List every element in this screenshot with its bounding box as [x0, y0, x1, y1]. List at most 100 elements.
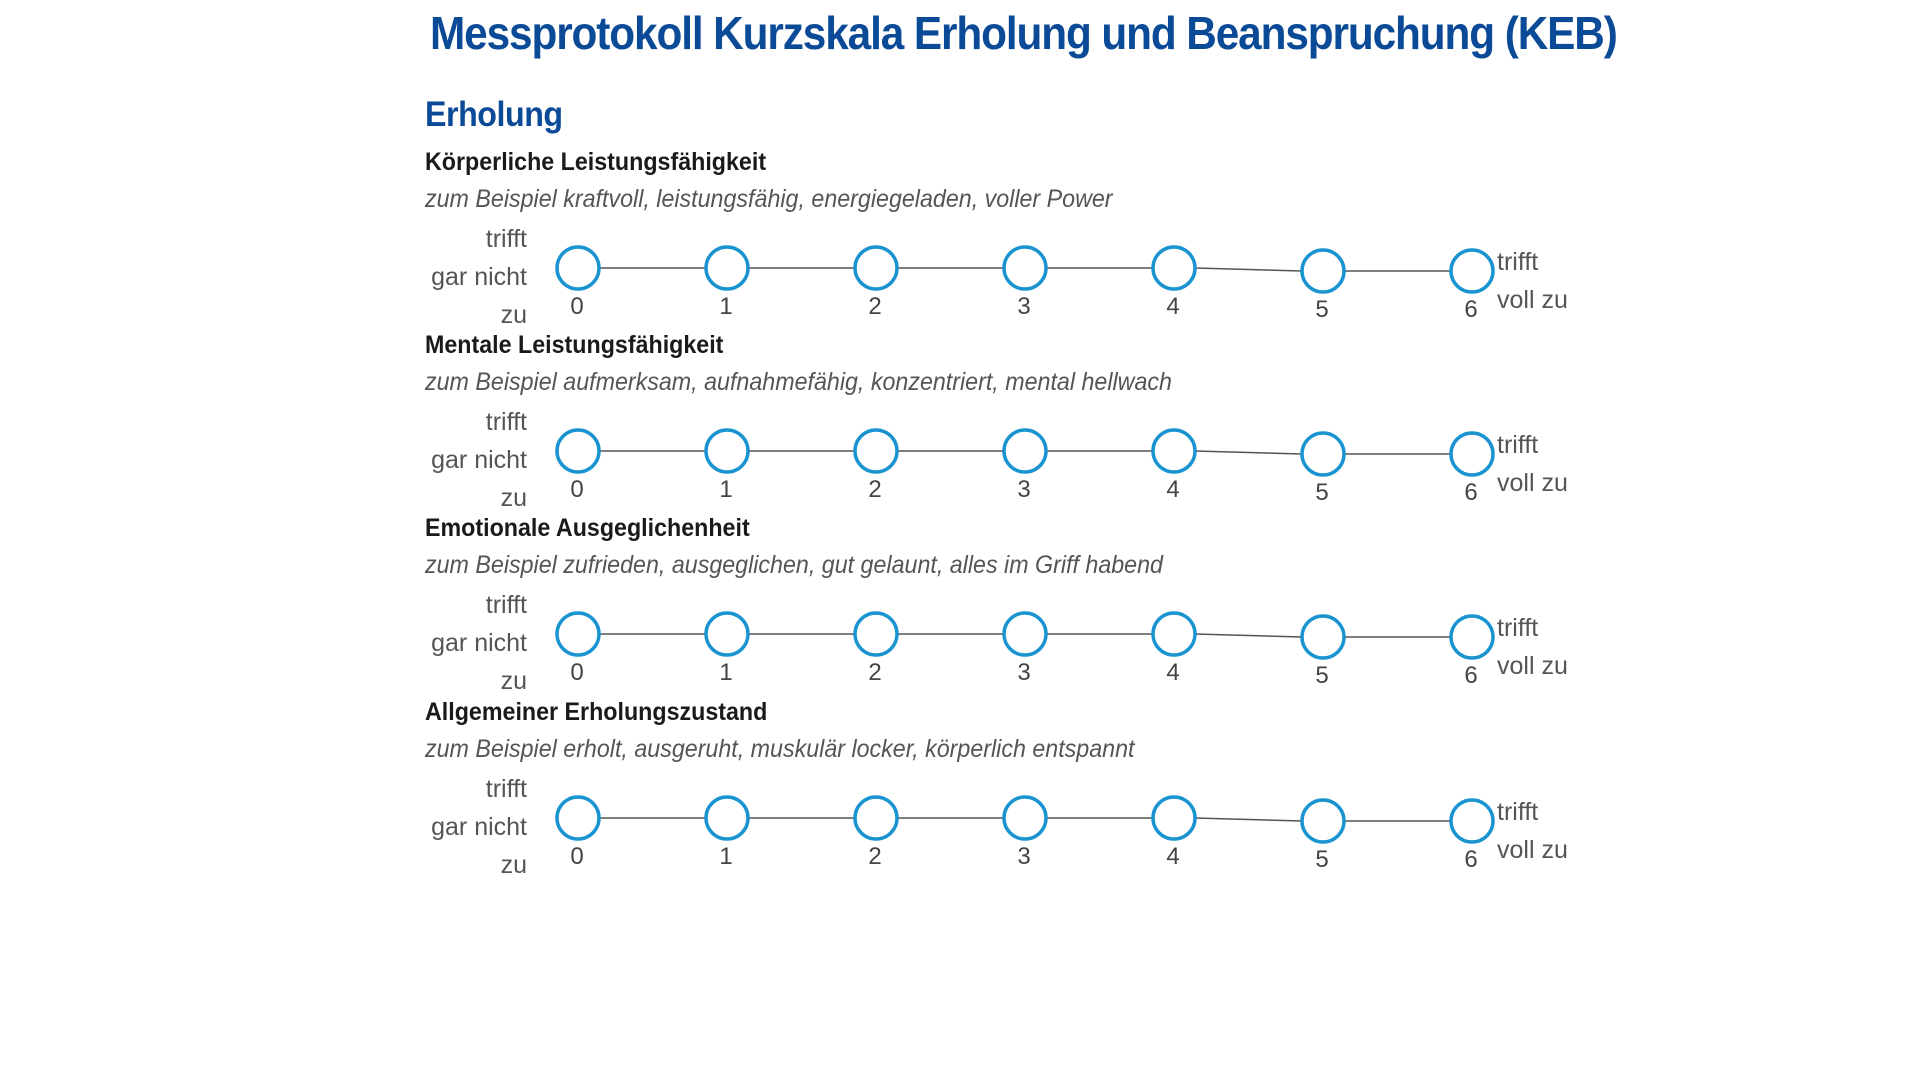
rating-option-1-radio[interactable]	[704, 245, 750, 291]
item-title: Allgemeiner Erholungszustand	[425, 698, 768, 726]
rating-option-label: 5	[1315, 662, 1328, 689]
rating-option-5-radio[interactable]	[1300, 798, 1346, 844]
rating-option-label: 4	[1166, 659, 1179, 686]
rating-option-label: 4	[1166, 476, 1179, 503]
rating-option-label: 6	[1464, 296, 1477, 323]
scale-min-label-line: trifft	[485, 591, 527, 619]
rating-option-label: 0	[570, 293, 583, 320]
rating-option-1-radio[interactable]	[704, 611, 750, 657]
scale-min-label-line: trifft	[485, 408, 527, 436]
scale-max-label: trifft voll zu	[1497, 243, 1568, 319]
scale-min-label-line: trifft	[485, 225, 527, 253]
rating-option-label: 4	[1166, 293, 1179, 320]
rating-option-6-radio[interactable]	[1449, 614, 1495, 660]
rating-option-label: 3	[1017, 293, 1030, 320]
rating-option-label: 3	[1017, 476, 1030, 503]
rating-option-2-radio[interactable]	[853, 245, 899, 291]
section-heading: Erholung	[425, 95, 563, 134]
rating-option-label: 6	[1464, 846, 1477, 873]
scale-max-label-line: voll zu	[1497, 469, 1568, 497]
scale-max-label-line: voll zu	[1497, 652, 1568, 680]
rating-option-label: 1	[719, 659, 732, 686]
rating-scale: 0 1 2 3 4 5 6	[555, 611, 1495, 689]
item-example: zum Beispiel aufmerksam, aufnahmefähig, …	[425, 368, 1172, 396]
rating-option-4-radio[interactable]	[1151, 245, 1197, 291]
rating-option-6-radio[interactable]	[1449, 248, 1495, 294]
rating-option-label: 1	[719, 476, 732, 503]
rating-option-3-radio[interactable]	[1002, 611, 1048, 657]
scale-track-line	[1194, 817, 1303, 822]
rating-option-label: 3	[1017, 659, 1030, 686]
rating-scale: 0 1 2 3 4 5 6	[555, 428, 1495, 506]
rating-option-label: 4	[1166, 843, 1179, 870]
rating-option-5-radio[interactable]	[1300, 431, 1346, 477]
scale-min-label-line: gar nicht	[431, 813, 527, 841]
rating-option-2-radio[interactable]	[853, 611, 899, 657]
rating-item: Emotionale Ausgeglichenheit zum Beispiel …	[0, 514, 1920, 724]
rating-option-3-radio[interactable]	[1002, 245, 1048, 291]
rating-option-label: 5	[1315, 846, 1328, 873]
scale-max-label-line: trifft	[1497, 798, 1539, 826]
rating-option-5-radio[interactable]	[1300, 248, 1346, 294]
scale-max-label: trifft voll zu	[1497, 793, 1568, 869]
scale-track-line	[1194, 267, 1303, 272]
scale-min-label-line: zu	[500, 667, 527, 695]
rating-option-4-radio[interactable]	[1151, 795, 1197, 841]
rating-option-2-radio[interactable]	[853, 428, 899, 474]
rating-option-1-radio[interactable]	[704, 428, 750, 474]
rating-option-0-radio[interactable]	[555, 611, 601, 657]
rating-scale: 0 1 2 3 4 5 6	[555, 795, 1495, 873]
rating-option-0-radio[interactable]	[555, 795, 601, 841]
scale-min-label-line: gar nicht	[431, 263, 527, 291]
scale-min-label: trifft gar nicht zu	[400, 770, 527, 884]
rating-option-4-radio[interactable]	[1151, 611, 1197, 657]
rating-option-1-radio[interactable]	[704, 795, 750, 841]
item-example: zum Beispiel kraftvoll, leistungsfähig, …	[425, 185, 1113, 213]
rating-option-2-radio[interactable]	[853, 795, 899, 841]
rating-option-label: 2	[868, 843, 881, 870]
item-example: zum Beispiel zufrieden, ausgeglichen, gu…	[425, 551, 1163, 579]
rating-option-label: 2	[868, 476, 881, 503]
rating-option-label: 3	[1017, 843, 1030, 870]
item-example: zum Beispiel erholt, ausgeruht, muskulär…	[425, 735, 1135, 763]
rating-option-3-radio[interactable]	[1002, 428, 1048, 474]
item-title: Mentale Leistungsfähigkeit	[425, 331, 724, 359]
rating-option-label: 2	[868, 293, 881, 320]
scale-min-label-line: gar nicht	[431, 629, 527, 657]
item-title: Emotionale Ausgeglichenheit	[425, 514, 750, 542]
page-title: Messprotokoll Kurzskala Erholung und Bea…	[430, 7, 1618, 59]
scale-min-label-line: trifft	[485, 775, 527, 803]
rating-option-0-radio[interactable]	[555, 245, 601, 291]
rating-option-3-radio[interactable]	[1002, 795, 1048, 841]
rating-option-0-radio[interactable]	[555, 428, 601, 474]
rating-scale: 0 1 2 3 4 5 6	[555, 245, 1495, 323]
rating-option-label: 0	[570, 659, 583, 686]
scale-min-label: trifft gar nicht zu	[400, 403, 527, 517]
scale-max-label-line: voll zu	[1497, 286, 1568, 314]
rating-option-label: 5	[1315, 296, 1328, 323]
rating-option-5-radio[interactable]	[1300, 614, 1346, 660]
rating-option-label: 1	[719, 843, 732, 870]
scale-max-label: trifft voll zu	[1497, 426, 1568, 502]
scale-min-label-line: zu	[500, 301, 527, 329]
scale-track-line	[1194, 450, 1303, 455]
rating-item: Mentale Leistungsfähigkeit zum Beispiel a…	[0, 331, 1920, 541]
scale-min-label-line: gar nicht	[431, 446, 527, 474]
rating-option-label: 0	[570, 843, 583, 870]
rating-option-label: 5	[1315, 479, 1328, 506]
rating-option-label: 2	[868, 659, 881, 686]
rating-option-label: 6	[1464, 479, 1477, 506]
rating-option-4-radio[interactable]	[1151, 428, 1197, 474]
rating-option-label: 1	[719, 293, 732, 320]
scale-max-label-line: trifft	[1497, 614, 1539, 642]
scale-max-label: trifft voll zu	[1497, 609, 1568, 685]
scale-min-label: trifft gar nicht zu	[400, 220, 527, 334]
rating-option-label: 0	[570, 476, 583, 503]
rating-option-6-radio[interactable]	[1449, 431, 1495, 477]
scale-max-label-line: trifft	[1497, 248, 1539, 276]
rating-option-6-radio[interactable]	[1449, 798, 1495, 844]
rating-item: Körperliche Leistungsfähigkeit zum Beispi…	[0, 148, 1920, 358]
rating-option-label: 6	[1464, 662, 1477, 689]
scale-max-label-line: trifft	[1497, 431, 1539, 459]
